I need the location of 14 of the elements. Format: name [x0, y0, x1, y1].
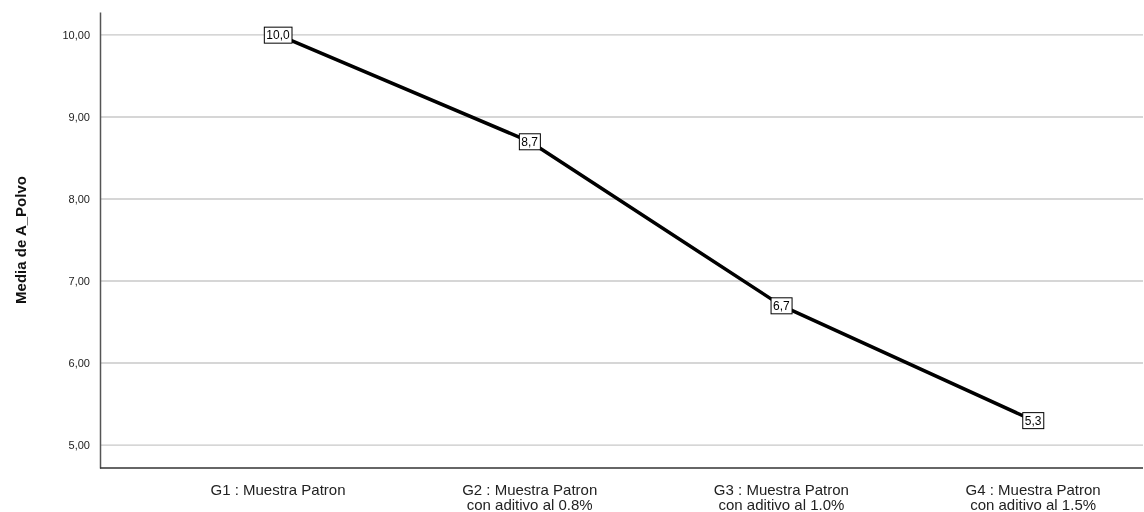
data-label: 8,7 — [521, 134, 539, 149]
x-tick-label: G2 : Muestra Patron con aditivo al 0.8% — [462, 481, 598, 512]
y-tick-label: 9,00 — [68, 111, 90, 123]
data-label: 5,3 — [1024, 413, 1042, 428]
y-tick-label: 10,00 — [62, 28, 90, 41]
x-tick-label: G3 : Muestra Patron con aditivo al 1.0% — [713, 481, 849, 512]
x-tick-label: G1 : Muestra Patron — [210, 481, 346, 498]
y-tick-label: 8,00 — [68, 193, 90, 206]
y-axis-title: Media de A_Polvo — [12, 176, 29, 304]
data-label: 6,7 — [773, 298, 791, 313]
y-tick-label: 5,00 — [68, 439, 90, 452]
x-tick-label: G4 : Muestra Patron con aditivo al 1.5% — [965, 481, 1101, 512]
y-tick-label: 7,00 — [68, 275, 90, 288]
y-tick-label: 6,00 — [68, 357, 90, 370]
